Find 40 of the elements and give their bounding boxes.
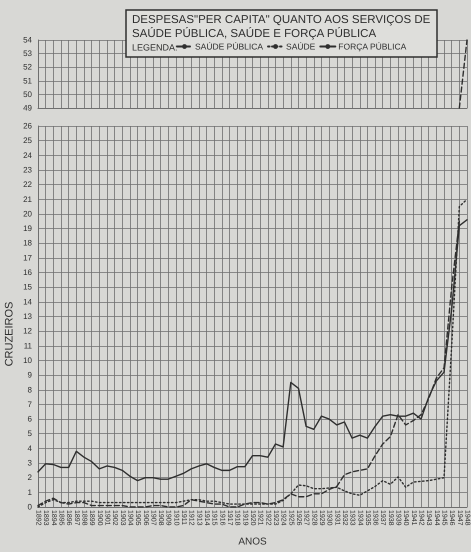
legend-label: FORÇA PÚBLICA xyxy=(338,42,407,52)
y-tick-label: 15 xyxy=(23,282,33,292)
y-tick-label: 26 xyxy=(23,122,33,130)
y-tick-label: 9 xyxy=(28,370,33,380)
y-tick-label: 53 xyxy=(23,49,33,58)
y-tick-label: 2 xyxy=(28,473,33,482)
y-tick-label: 4 xyxy=(28,444,33,453)
x-axis-title: ANOS xyxy=(238,536,267,548)
y-tick-label: 22 xyxy=(23,180,33,190)
y-axis-title: CRUZEIROS xyxy=(4,302,16,366)
y-tick-label: 21 xyxy=(23,194,33,204)
y-tick-label: 3 xyxy=(28,458,33,468)
y-tick-label: 0 xyxy=(28,502,33,512)
chart-title: DESPESAS"PER CAPITA" QUANTO AOS SERVIÇOS DE SAÚDE PÚBLICA, SAÚDE E FORÇA PÚBLICA xyxy=(132,14,431,40)
y-tick-label: 14 xyxy=(23,297,33,306)
y-tick-label: 13 xyxy=(23,312,33,321)
legend-title: LEGENDA: xyxy=(132,42,178,52)
y-tick-label: 16 xyxy=(23,268,33,278)
y-tick-label: 23 xyxy=(23,165,33,174)
y-tick-label: 25 xyxy=(23,136,33,146)
y-tick-label: 11 xyxy=(24,341,33,350)
y-tick-label: 51 xyxy=(23,76,33,86)
y-tick-label: 52 xyxy=(23,62,33,72)
y-tick-label: 17 xyxy=(23,253,33,262)
y-tick-label: 18 xyxy=(23,238,33,248)
y-tick-label: 6 xyxy=(28,414,33,424)
y-tick-label: 19 xyxy=(23,224,33,234)
y-tick-label: 24 xyxy=(23,150,33,160)
y-tick-label: 12 xyxy=(23,326,33,336)
y-tick-label: 7 xyxy=(28,400,33,409)
y-tick-label: 5 xyxy=(28,429,33,438)
y-tick-label: 54 xyxy=(23,36,33,44)
y-tick-label: 1 xyxy=(28,488,33,497)
legend-label: SAÚDE xyxy=(286,42,316,52)
y-tick-label: 20 xyxy=(23,209,33,218)
legend-label: SAÚDE PÚBLICA xyxy=(195,42,264,52)
y-tick-label: 8 xyxy=(28,385,33,394)
y-tick-label: 50 xyxy=(23,90,33,99)
y-tick-label: 10 xyxy=(23,356,33,365)
y-tick-label: 49 xyxy=(23,104,33,112)
